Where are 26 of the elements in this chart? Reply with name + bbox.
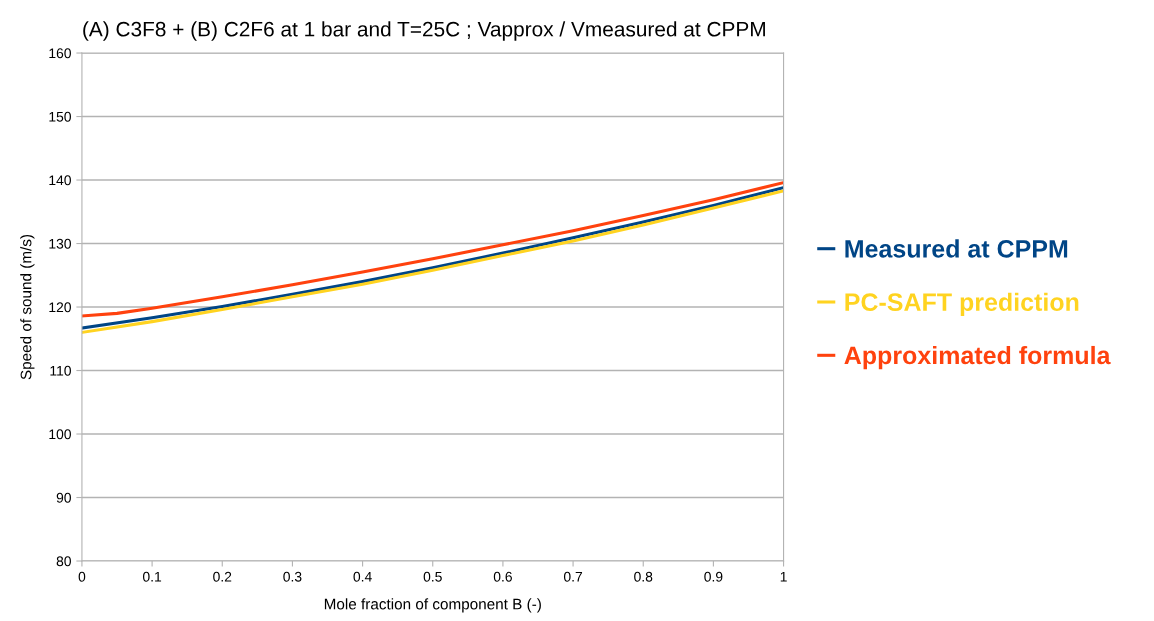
x-tick-label: 0.2	[213, 571, 232, 582]
y-axis-title: Speed of sound (m/s)	[20, 234, 35, 380]
x-tick-label: 0.9	[704, 571, 723, 582]
y-tick-label: 90	[56, 492, 71, 503]
x-tick-label: 0.6	[493, 571, 512, 582]
y-tick-label: 130	[49, 238, 71, 249]
x-tick-label: 0.1	[142, 571, 162, 582]
x-tick-label: 0.8	[634, 571, 653, 582]
legend-label: Measured at CPPM	[845, 239, 1068, 258]
y-tick-label: 160	[49, 48, 71, 59]
y-tick-label: 80	[56, 556, 71, 567]
x-tick-label: 0.4	[353, 571, 372, 582]
y-tick-label: 110	[50, 365, 71, 376]
x-tick-label: 0.7	[563, 571, 583, 582]
y-tick-label: 100	[49, 429, 71, 440]
chart-title: (A) C3F8 + (B) C2F6 at 1 bar and T=25C ; Vapprox / Vmeasured at CPPM	[83, 21, 765, 41]
x-tick-label: 1	[780, 571, 787, 582]
y-tick-label: 150	[49, 111, 71, 122]
x-tick-label: 0.3	[283, 571, 302, 582]
legend-label: Approximated formula	[844, 345, 1111, 370]
y-tick-label: 140	[49, 175, 71, 186]
x-axis-title: Mole fraction of component B (-)	[324, 598, 541, 613]
legend-label: PC-SAFT prediction	[845, 292, 1079, 316]
y-tick-label: 120	[49, 302, 71, 313]
x-tick-label: 0.5	[423, 571, 442, 582]
x-tick-label: 0	[78, 571, 86, 582]
